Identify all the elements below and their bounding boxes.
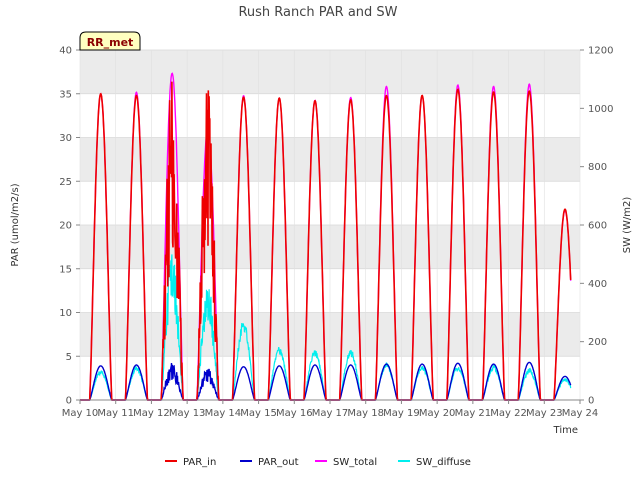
y-right-tick-label: 200 — [588, 337, 607, 348]
x-tick-label: May 15 — [240, 408, 277, 419]
x-tick-label: May 14 — [205, 408, 242, 419]
x-tick-label: May 22 — [490, 408, 527, 419]
y-axis-left-label: PAR (umol/m2/s) — [10, 183, 21, 266]
x-tick-label: May 17 — [312, 408, 349, 419]
x-tick-label: May 11 — [97, 408, 134, 419]
y-axis-right-label: SW (W/m2) — [622, 197, 633, 254]
axes: 0510152025303540020040060080010001200May… — [59, 46, 613, 420]
x-tick-label: May 23 — [526, 408, 563, 419]
y-right-tick-label: 0 — [588, 396, 594, 407]
y-left-tick-label: 40 — [59, 46, 72, 57]
chart-title: Rush Ranch PAR and SW — [238, 5, 397, 20]
x-tick-label: May 13 — [169, 408, 206, 419]
legend-label: SW_total — [333, 457, 377, 468]
y-right-tick-label: 1000 — [588, 104, 613, 115]
badge-label: RR_met — [87, 36, 134, 49]
y-left-tick-label: 20 — [59, 221, 72, 232]
x-tick-label: May 12 — [133, 408, 170, 419]
x-tick-label: May 16 — [276, 408, 313, 419]
x-tick-label: May 21 — [455, 408, 492, 419]
legend: PAR_in PAR_out SW_total SW_diffuse — [165, 457, 471, 468]
series-layer — [80, 72, 572, 401]
y-left-tick-label: 35 — [59, 89, 72, 100]
series-line-par-in — [80, 81, 572, 401]
x-axis-label: Time — [553, 425, 578, 436]
y-left-tick-label: 15 — [59, 264, 72, 275]
y-left-tick-label: 10 — [59, 308, 72, 319]
y-right-tick-label: 600 — [588, 221, 607, 232]
y-left-tick-label: 5 — [66, 352, 72, 363]
legend-label: PAR_in — [183, 457, 216, 468]
x-tick-label: May 10 — [62, 408, 99, 419]
legend-label: SW_diffuse — [416, 457, 471, 468]
rr-met-badge: RR_met — [79, 31, 141, 51]
legend-label: PAR_out — [258, 457, 299, 468]
x-tick-label: May 24 — [562, 408, 599, 419]
y-left-tick-label: 25 — [59, 177, 72, 188]
x-tick-label: May 19 — [383, 408, 420, 419]
y-right-tick-label: 800 — [588, 162, 607, 173]
x-tick-label: May 20 — [419, 408, 456, 419]
y-right-tick-label: 1200 — [588, 46, 613, 57]
y-left-tick-label: 30 — [59, 133, 72, 144]
y-right-tick-label: 400 — [588, 279, 607, 290]
x-tick-label: May 18 — [347, 408, 384, 419]
y-left-tick-label: 0 — [66, 396, 72, 407]
